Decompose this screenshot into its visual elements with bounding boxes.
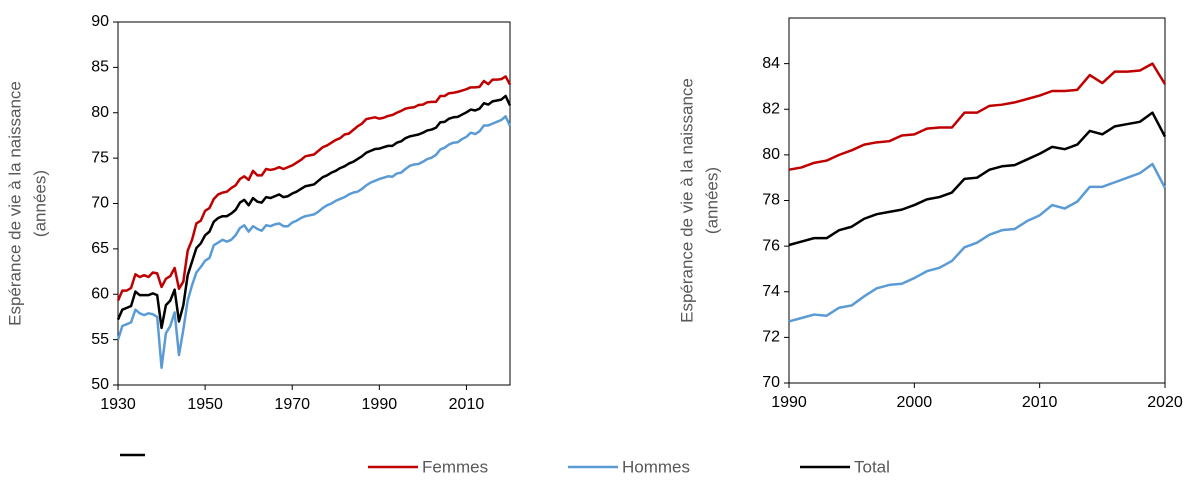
line-series (788, 111, 1167, 247)
line-series (116, 75, 512, 302)
y-tick-label: 60 (91, 285, 109, 302)
line-series (116, 115, 512, 370)
line-series (116, 94, 512, 330)
y-tick-label: 55 (91, 331, 109, 348)
legend-label: Total (854, 457, 890, 476)
y-tick-label: 72 (762, 329, 780, 346)
y-tick-label: 70 (91, 195, 109, 212)
y-tick-label: 78 (762, 192, 780, 209)
y-tick-label: 75 (91, 149, 109, 166)
x-tick-label: 1990 (771, 394, 807, 411)
x-tick-label: 2020 (1147, 394, 1183, 411)
x-tick-label: 2010 (1022, 394, 1058, 411)
x-tick-label: 1990 (362, 396, 398, 413)
x-tick-label: 2010 (449, 396, 485, 413)
y-tick-label: 85 (91, 59, 109, 76)
y-tick-label: 74 (762, 283, 780, 300)
x-tick-label: 1950 (187, 396, 223, 413)
line-series (788, 62, 1167, 171)
y-tick-label: 80 (91, 104, 109, 121)
legend-label: Hommes (622, 457, 690, 476)
y-axis-label: Espérance de vie à la naissance (677, 78, 696, 323)
y-tick-label: 70 (762, 374, 780, 391)
y-tick-label: 80 (762, 146, 780, 163)
plot-frame (788, 17, 1166, 384)
y-tick-label: 82 (762, 100, 780, 117)
x-tick-label: 2000 (897, 394, 933, 411)
y-axis-label: Espérance de vie à la naissance (5, 81, 24, 326)
legend-label: Femmes (422, 457, 488, 476)
x-tick-label: 1970 (274, 396, 310, 413)
y-tick-label: 76 (762, 237, 780, 254)
y-tick-label: 50 (91, 376, 109, 393)
y-tick-label: 90 (91, 13, 109, 30)
y-axis-label: (années) (30, 170, 49, 237)
y-tick-label: 84 (762, 55, 780, 72)
y-axis-label: (années) (702, 167, 721, 234)
line-series (788, 162, 1167, 323)
y-tick-label: 65 (91, 240, 109, 257)
x-tick-label: 1930 (100, 396, 136, 413)
